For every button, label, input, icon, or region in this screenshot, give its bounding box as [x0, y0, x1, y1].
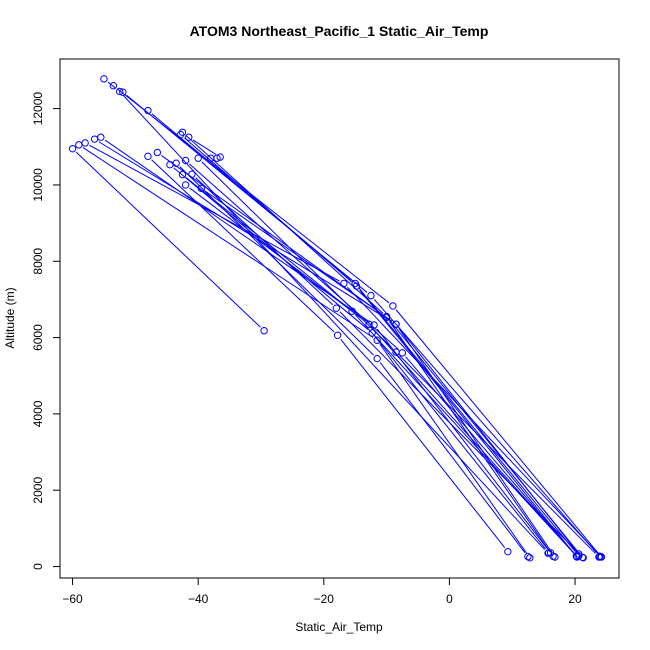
series-line-segment [205, 190, 383, 315]
series-line-segment [398, 328, 553, 554]
data-point [176, 130, 185, 139]
data-point [194, 154, 202, 162]
data-point [373, 336, 381, 344]
data-point [109, 82, 118, 90]
series-line-segment [189, 187, 366, 322]
data-point [178, 170, 187, 179]
series-line-segment [379, 344, 528, 554]
series-line-segment [173, 167, 369, 331]
y-tick-label: 4000 [31, 400, 45, 427]
data-point [115, 87, 124, 96]
data-point [526, 554, 534, 562]
data-point [197, 184, 206, 193]
data-point [389, 302, 397, 310]
series-line-segment [192, 139, 217, 155]
data-point [100, 75, 108, 83]
data-series [185, 133, 224, 161]
data-point [368, 329, 376, 337]
series-line-segment [357, 286, 577, 553]
x-axis-label: Static_Air_Temp [295, 620, 383, 634]
series-line-segment [82, 147, 374, 338]
data-point [81, 139, 89, 147]
data-point [172, 159, 180, 167]
data-point [332, 304, 341, 312]
series-line-segment [186, 177, 349, 309]
data-point [365, 320, 373, 328]
series-line-segment [189, 163, 399, 350]
data-point [185, 133, 193, 141]
data-series [144, 152, 512, 556]
y-tick-label: 8000 [31, 248, 45, 275]
data-series [207, 154, 221, 162]
data-point [504, 547, 512, 556]
x-tick-label: 0 [446, 592, 453, 606]
series-layer [68, 75, 606, 562]
series-line-segment [184, 137, 353, 284]
data-point [144, 106, 152, 115]
data-point [260, 327, 268, 335]
data-point [373, 354, 381, 363]
series-line-segment [373, 299, 597, 553]
y-tick-label: 6000 [31, 324, 45, 351]
y-axis-label: Altitude (m) [3, 287, 17, 348]
data-point [213, 154, 221, 162]
data-point [181, 156, 190, 165]
data-point [549, 552, 557, 560]
series-line-segment [395, 309, 599, 554]
series-line-segment [398, 327, 577, 551]
data-point [595, 553, 603, 561]
series-line-segment [107, 81, 117, 89]
data-point [68, 144, 77, 153]
series-line-segment [340, 338, 506, 549]
data-point [392, 348, 400, 356]
data-point [153, 148, 162, 157]
series-line-segment [339, 311, 581, 555]
series-line-segment [161, 155, 393, 322]
data-point [181, 181, 190, 189]
series-line-segment [371, 327, 574, 553]
data-point [579, 554, 587, 562]
data-point [524, 552, 532, 561]
data-point [352, 282, 361, 290]
data-point [333, 331, 342, 339]
data-series [75, 141, 534, 562]
x-tick-label: −60 [62, 592, 83, 606]
x-tick-label: 20 [568, 592, 582, 606]
data-series [181, 181, 580, 560]
data-point [144, 152, 152, 161]
x-tick-label: −20 [314, 592, 335, 606]
series-line-segment [151, 159, 335, 333]
y-tick-label: 0 [31, 563, 45, 570]
data-point [178, 128, 187, 136]
series-line-segment [379, 362, 526, 553]
data-point [216, 153, 224, 161]
series-line-segment [359, 289, 575, 554]
data-point [572, 552, 580, 560]
data-series [68, 144, 268, 335]
y-axis: 0 2000 4000 6000 8000 10000 12000 [31, 92, 61, 570]
x-axis: −60 −40 −20 0 20 [62, 577, 582, 606]
chart-title: ATOM3 Northeast_Pacific_1 Static_Air_Tem… [190, 23, 489, 39]
series-line-segment [374, 336, 546, 550]
series-line-segment [98, 141, 393, 323]
data-point [392, 320, 400, 328]
data-point [188, 170, 196, 178]
data-point [382, 313, 391, 322]
data-point [97, 133, 105, 141]
series-line-segment [75, 151, 261, 328]
data-point [119, 88, 127, 96]
series-line-segment [399, 355, 596, 554]
series-line-segment [195, 177, 334, 306]
y-tick-label: 2000 [31, 477, 45, 504]
data-series [188, 170, 587, 562]
series-line-segment [355, 314, 574, 554]
y-tick-label: 12000 [31, 92, 45, 126]
data-point [367, 291, 375, 300]
x-tick-label: −40 [188, 592, 209, 606]
y-tick-label: 10000 [31, 168, 45, 202]
